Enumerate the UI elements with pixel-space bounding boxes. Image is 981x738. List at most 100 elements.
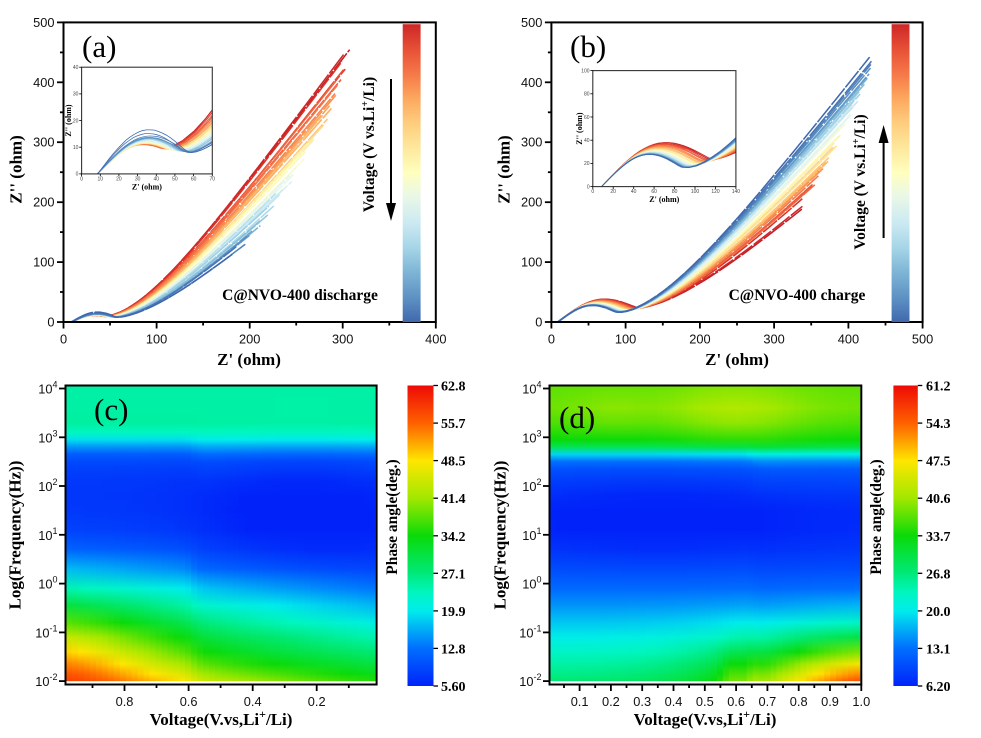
svg-text:Z'' (ohm): Z'' (ohm) (495, 135, 514, 203)
svg-text:300: 300 (763, 332, 784, 347)
svg-text:70: 70 (210, 177, 216, 183)
svg-text:0: 0 (587, 184, 590, 190)
svg-text:0.5: 0.5 (696, 694, 714, 709)
svg-text:26.8: 26.8 (926, 567, 951, 582)
svg-text:80: 80 (672, 189, 678, 195)
svg-text:100: 100 (146, 332, 167, 347)
svg-text:0: 0 (535, 315, 542, 330)
svg-text:48.5: 48.5 (441, 455, 466, 470)
svg-text:Z' (ohm): Z' (ohm) (705, 350, 769, 369)
svg-text:Z'' (ohm): Z'' (ohm) (7, 135, 26, 203)
svg-text:19.9: 19.9 (441, 605, 466, 620)
svg-text:0: 0 (548, 332, 555, 347)
svg-text:(d): (d) (559, 400, 595, 435)
svg-text:0.2: 0.2 (602, 694, 620, 709)
svg-text:500: 500 (33, 15, 54, 30)
svg-text:40: 40 (631, 189, 637, 195)
svg-text:40: 40 (73, 65, 79, 71)
svg-text:20: 20 (610, 189, 616, 195)
svg-text:100: 100 (521, 255, 542, 270)
svg-text:0.3: 0.3 (633, 694, 651, 709)
svg-text:Phase angle(deg.): Phase angle(deg.) (384, 459, 401, 574)
svg-text:60: 60 (584, 115, 590, 121)
svg-text:27.1: 27.1 (441, 567, 466, 582)
svg-text:47.5: 47.5 (926, 455, 951, 470)
svg-text:200: 200 (521, 195, 542, 210)
svg-text:C@NVO-400 discharge: C@NVO-400 discharge (222, 287, 378, 304)
svg-text:0: 0 (47, 315, 54, 330)
svg-text:(c): (c) (94, 392, 128, 427)
svg-text:80: 80 (584, 92, 590, 98)
svg-text:0: 0 (80, 177, 83, 183)
svg-text:Log(Frequency(Hz)): Log(Frequency(Hz)) (491, 461, 510, 610)
svg-text:30: 30 (135, 177, 141, 183)
svg-text:34.2: 34.2 (441, 530, 466, 545)
svg-text:60: 60 (191, 177, 197, 183)
svg-text:20: 20 (584, 161, 590, 167)
svg-text:1.0: 1.0 (852, 694, 870, 709)
svg-text:Log(Frequency(Hz)): Log(Frequency(Hz)) (6, 461, 25, 610)
svg-text:Z' (ohm): Z' (ohm) (132, 183, 162, 192)
svg-text:0: 0 (76, 172, 79, 178)
svg-text:12.8: 12.8 (441, 642, 466, 657)
svg-text:10: 10 (98, 177, 104, 183)
svg-text:20: 20 (73, 118, 79, 124)
svg-text:50: 50 (172, 177, 178, 183)
svg-text:33.7: 33.7 (926, 530, 951, 545)
svg-text:100: 100 (33, 255, 54, 270)
svg-text:41.4: 41.4 (441, 492, 466, 507)
svg-text:0.8: 0.8 (116, 694, 134, 709)
svg-text:0.2: 0.2 (308, 694, 326, 709)
svg-text:40: 40 (154, 177, 160, 183)
svg-text:Z'' (ohm): Z'' (ohm) (575, 112, 584, 145)
svg-text:Voltage(V.vs,Li+/Li): Voltage(V.vs,Li+/Li) (150, 707, 293, 729)
svg-text:(a): (a) (82, 29, 116, 64)
svg-text:Voltage (V vs.Li+/Li): Voltage (V vs.Li+/Li) (851, 114, 869, 249)
svg-text:0.7: 0.7 (759, 694, 777, 709)
svg-text:62.8: 62.8 (441, 380, 466, 395)
svg-text:54.3: 54.3 (926, 417, 951, 432)
svg-text:Voltage (V vs.Li+/Li): Voltage (V vs.Li+/Li) (360, 77, 378, 212)
svg-text:100: 100 (691, 189, 700, 195)
svg-text:200: 200 (689, 332, 710, 347)
svg-text:Z' (ohm): Z' (ohm) (217, 350, 281, 369)
svg-text:(b): (b) (570, 29, 606, 64)
svg-text:300: 300 (521, 135, 542, 150)
svg-text:55.7: 55.7 (441, 417, 466, 432)
svg-text:0.8: 0.8 (790, 694, 808, 709)
svg-text:61.2: 61.2 (926, 380, 951, 395)
svg-text:100: 100 (581, 68, 590, 74)
svg-text:Phase angle(deg.): Phase angle(deg.) (868, 459, 885, 574)
svg-text:120: 120 (711, 189, 720, 195)
svg-text:60: 60 (651, 189, 657, 195)
svg-text:10: 10 (73, 145, 79, 151)
svg-text:Z' (ohm): Z' (ohm) (649, 195, 679, 204)
svg-text:0.6: 0.6 (180, 694, 198, 709)
svg-text:400: 400 (425, 332, 446, 347)
svg-text:40: 40 (584, 138, 590, 144)
svg-text:0.6: 0.6 (727, 694, 745, 709)
svg-text:0.4: 0.4 (244, 694, 262, 709)
svg-text:400: 400 (33, 75, 54, 90)
svg-text:13.1: 13.1 (926, 642, 951, 657)
svg-text:500: 500 (912, 332, 933, 347)
svg-text:200: 200 (239, 332, 260, 347)
svg-text:300: 300 (33, 135, 54, 150)
svg-text:300: 300 (332, 332, 353, 347)
svg-text:6.20: 6.20 (926, 680, 951, 695)
svg-text:30: 30 (73, 92, 79, 98)
svg-text:0: 0 (60, 332, 67, 347)
svg-text:0.1: 0.1 (571, 694, 589, 709)
svg-text:500: 500 (521, 15, 542, 30)
svg-text:5.60: 5.60 (441, 680, 466, 695)
svg-text:0: 0 (591, 189, 594, 195)
svg-text:40.6: 40.6 (926, 492, 951, 507)
svg-text:100: 100 (615, 332, 636, 347)
svg-text:Z'' (ohm): Z'' (ohm) (64, 104, 73, 137)
svg-text:400: 400 (838, 332, 859, 347)
svg-text:20.0: 20.0 (926, 605, 951, 620)
svg-text:0.4: 0.4 (665, 694, 683, 709)
svg-text:Voltage(V.vs,Li+/Li): Voltage(V.vs,Li+/Li) (634, 707, 777, 729)
svg-text:140: 140 (732, 189, 741, 195)
svg-text:0.9: 0.9 (821, 694, 839, 709)
